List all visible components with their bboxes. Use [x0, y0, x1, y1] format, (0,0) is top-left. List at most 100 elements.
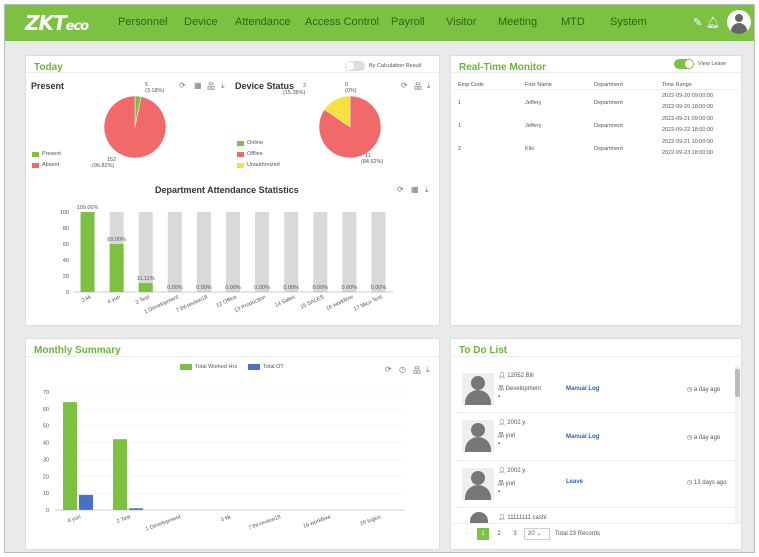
todo-item[interactable]: 👤︎ 11111111 cashl — [458, 509, 736, 523]
todo-scrollbar[interactable] — [735, 365, 740, 523]
table-icon[interactable]: ▦ — [194, 81, 202, 90]
chevron-down-icon: ⌄ — [536, 531, 542, 537]
download-icon[interactable]: ⤓ — [425, 185, 429, 194]
nav-attendance[interactable]: Attendance — [235, 16, 291, 28]
row2-name: Jeffery — [525, 123, 542, 129]
nav-device[interactable]: Device — [184, 16, 218, 28]
nav-personnel[interactable]: Personnel — [118, 16, 168, 28]
hierarchy-icon[interactable]: 品 — [414, 82, 422, 91]
data-label: 0.00% — [225, 285, 241, 291]
present-pie-slices — [103, 95, 167, 159]
y-tick-label: 100 — [60, 210, 69, 216]
bar[interactable] — [63, 402, 77, 510]
monthly-summary-panel: Monthly Summary — [25, 338, 440, 550]
refresh-icon[interactable]: ⟳ — [397, 185, 404, 194]
bar[interactable] — [109, 244, 124, 292]
present-small-value: 5 — [145, 82, 149, 88]
y-tick-label: 0 — [46, 508, 49, 514]
y-tick-label: 60 — [63, 242, 69, 248]
bar[interactable] — [80, 212, 95, 292]
data-label: 60.00% — [107, 237, 126, 243]
nav-access-control[interactable]: Access Control — [305, 16, 379, 28]
absent-legend-swatch — [32, 163, 39, 168]
todo-item[interactable]: 👤︎ 2002 y 品 yuri ▪ Leave ◷ 13 days ago — [458, 462, 736, 508]
nav-system[interactable]: System — [610, 16, 647, 28]
y-tick-label: 30 — [43, 457, 49, 463]
refresh-icon[interactable]: ⟳ — [179, 81, 186, 90]
total-records: Total 23 Records — [555, 531, 601, 537]
avatar-icon[interactable] — [727, 10, 751, 34]
bar[interactable] — [138, 283, 153, 292]
bar[interactable] — [113, 439, 127, 510]
data-label: 0.00% — [371, 285, 387, 291]
y-tick-label: 70 — [43, 390, 49, 396]
pie-slice[interactable] — [324, 95, 351, 128]
x-tick-label: 14 Sales — [274, 294, 296, 309]
todo-person-id: 👤︎ 2002 y — [498, 420, 526, 426]
device-online-pct: (0%) — [345, 88, 357, 94]
y-tick-label: 50 — [43, 424, 49, 430]
todo-item[interactable]: 👤︎ 12052 Bill 品 Development ▪ Manual Log… — [458, 367, 736, 413]
refresh-icon[interactable]: ⟳ — [385, 365, 392, 374]
device-unauth-value: 2 — [303, 83, 307, 89]
download-icon[interactable]: ⤓ — [426, 365, 430, 374]
view-leave-toggle[interactable] — [674, 59, 694, 69]
hierarchy-icon[interactable]: 品 — [413, 366, 421, 375]
bar-background — [371, 212, 386, 292]
col-emp-code[interactable]: Emp Code — [458, 82, 484, 88]
user-photo-placeholder — [462, 468, 494, 500]
nav-visitor[interactable]: Visitor — [446, 16, 477, 28]
col-first-name[interactable]: First Name — [525, 82, 552, 88]
row2-code: 1 — [458, 123, 462, 129]
bar-background — [167, 212, 182, 292]
edit-icon[interactable]: ✎ — [693, 17, 703, 29]
monthly-summary-title: Monthly Summary — [34, 345, 121, 356]
nav-mtd[interactable]: MTD — [561, 16, 585, 28]
refresh-icon[interactable]: ⟳ — [401, 81, 408, 90]
page-3-button[interactable]: 3 — [513, 531, 517, 537]
briefcase-icon: ▪ — [498, 441, 501, 447]
clock-icon[interactable]: ◷ — [399, 365, 406, 374]
y-tick-label: 80 — [63, 226, 69, 232]
calculation-toggle[interactable] — [345, 61, 365, 71]
dept-attendance-chart: 0 20 40 60 80 100 100.00% 3 kk 60.00% 4 yuri 11.11… — [60, 205, 393, 315]
page-2-button[interactable]: 2 — [497, 531, 501, 537]
row1-code: 1 — [458, 100, 462, 106]
y-tick-label: 60 — [43, 407, 49, 413]
todo-item[interactable]: 👤︎ 2002 y 品 yuri ▪ Manual Log ◷ a day ag… — [458, 414, 736, 461]
download-icon[interactable]: ⤓ — [221, 81, 225, 90]
x-tick-label: 4 yuri — [67, 514, 82, 524]
todo-type-link[interactable]: Manual Log — [566, 434, 600, 440]
page-1-button[interactable]: 1 — [477, 528, 489, 540]
row3-name: Kilo — [525, 146, 535, 152]
x-tick-label: 20 tugou — [360, 514, 382, 527]
page-size-select[interactable]: 20 ⌄ — [524, 528, 550, 540]
present-small-pct: (3.18%) — [145, 88, 165, 94]
bar-background — [196, 212, 211, 292]
table-icon[interactable]: ▦ — [411, 185, 419, 194]
bell-icon[interactable]: 🔔︎ — [706, 17, 720, 29]
present-legend-label: Present — [42, 151, 61, 157]
hierarchy-icon[interactable]: 品 — [207, 82, 215, 91]
col-time-range[interactable]: Time Range — [662, 82, 692, 88]
pie-slice[interactable] — [103, 95, 167, 159]
col-department[interactable]: Department — [594, 82, 623, 88]
todo-department: 品 yuri — [498, 433, 516, 439]
bar-background — [255, 212, 270, 292]
top-nav-bar: ZKTeco Personnel Device Attendance Acces… — [5, 5, 754, 41]
todo-type-link[interactable]: Leave — [566, 479, 584, 485]
x-tick-label: 2 Test — [135, 294, 151, 306]
prev-page-button[interactable]: ‹ — [466, 531, 468, 537]
row2-dept: Department — [594, 123, 623, 129]
download-icon[interactable]: ⤓ — [427, 81, 431, 90]
todo-type-link[interactable]: Manual Log — [566, 386, 600, 392]
data-label: 0.00% — [312, 285, 328, 291]
row1-name: Jeffery — [525, 100, 542, 106]
bar[interactable] — [79, 494, 93, 510]
device-status-title: Device Status — [235, 81, 295, 91]
bar[interactable] — [129, 508, 143, 510]
present-large-value: 152 — [107, 157, 117, 163]
x-tick-label: 17 Mico Test — [353, 294, 384, 313]
nav-meeting[interactable]: Meeting — [498, 16, 538, 28]
nav-payroll[interactable]: Payroll — [391, 16, 425, 28]
